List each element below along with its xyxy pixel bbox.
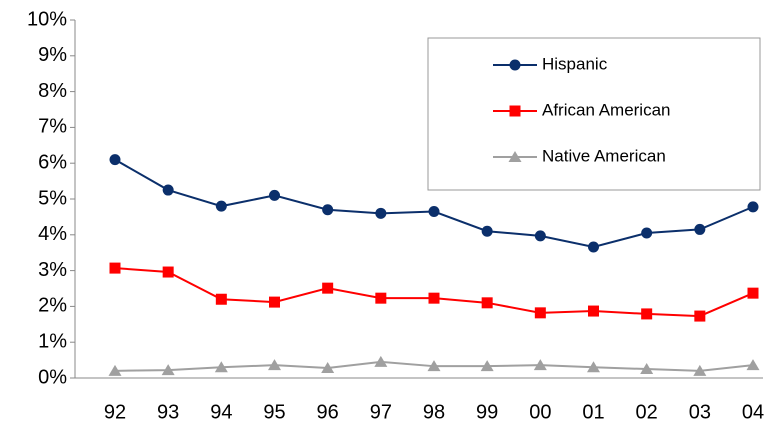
y-tick-label: 5% [38,187,67,209]
y-tick-label: 6% [38,151,67,173]
data-point [108,364,122,376]
data-point [322,282,334,294]
legend-marker [508,151,522,162]
y-tick-label: 4% [38,223,67,245]
data-point [109,154,121,166]
data-point [587,361,600,373]
data-point [641,227,653,239]
data-point [269,296,280,308]
data-point [481,297,493,309]
y-tick-label: 7% [38,116,67,138]
data-point [588,241,599,253]
x-tick-label: 92 [104,401,126,423]
data-point [215,293,227,305]
data-point [215,200,227,212]
series-line [114,267,754,318]
x-tick-label: 96 [317,401,339,423]
legend-label: African American [542,100,671,119]
y-tick-label: 8% [38,80,67,102]
x-tick-label: 94 [210,401,232,423]
x-tick-label: 00 [529,401,551,423]
data-point [428,292,440,304]
data-point [640,363,654,375]
data-point [747,287,759,299]
x-tick-label: 98 [423,401,445,423]
data-point [533,359,547,371]
y-tick-label: 1% [38,330,67,352]
data-point [428,206,440,218]
data-point [162,266,174,278]
data-point [214,361,228,373]
y-tick-label: 10% [27,8,67,30]
data-point [534,230,546,242]
legend-marker [509,105,521,117]
data-point [321,361,335,373]
x-tick-label: 01 [582,401,604,423]
data-point [694,310,706,322]
data-point [534,307,546,319]
y-tick-label: 3% [38,259,67,281]
data-point [375,292,387,304]
x-tick-label: 97 [370,401,392,423]
x-tick-label: 93 [157,401,179,423]
legend-label: Native American [542,146,666,165]
data-point [109,262,121,274]
data-point [481,225,493,237]
data-point [480,360,494,372]
data-point [693,364,707,376]
legend-box [427,37,761,191]
data-point [427,360,441,372]
x-tick-label: 95 [263,401,285,423]
data-point [588,305,599,317]
data-point [374,355,388,367]
data-point [268,359,281,371]
x-tick-label: 04 [742,401,764,423]
x-tick-label: 03 [689,401,711,423]
data-point [694,223,706,235]
y-tick-label: 0% [38,366,67,388]
legend-label: Hispanic [542,54,608,73]
data-point [162,184,174,196]
data-point [641,308,653,320]
data-point [746,359,760,371]
data-point [747,201,759,213]
y-tick-label: 2% [38,295,67,317]
data-point [375,207,387,219]
data-point [161,364,175,376]
x-tick-label: 02 [636,401,658,423]
data-point [269,189,280,201]
y-tick-label: 9% [38,44,67,66]
data-point [322,204,334,216]
x-tick-label: 99 [476,401,498,423]
legend-marker [509,59,521,71]
